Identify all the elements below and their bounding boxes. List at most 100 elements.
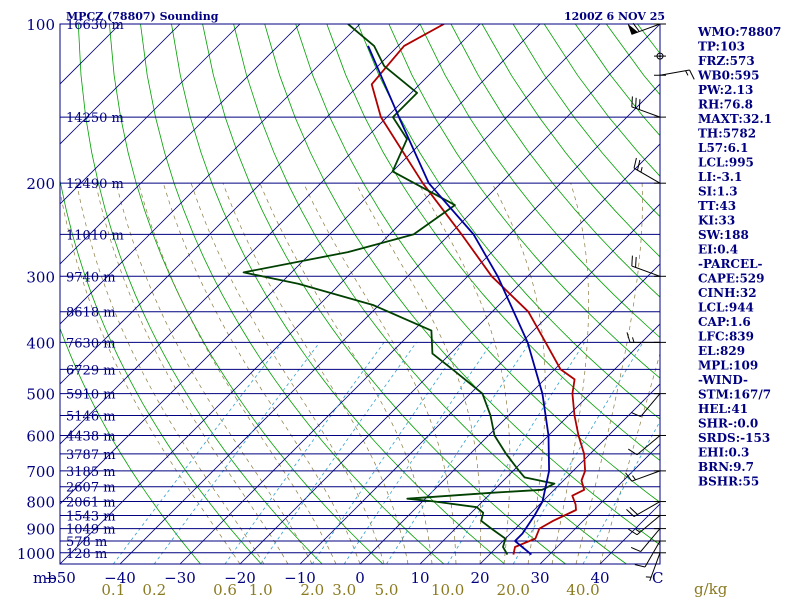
index-item: WMO:78807 [697, 25, 781, 39]
moist-adiabat [115, 183, 313, 564]
dry-adiabat [419, 24, 660, 339]
wind-barb [631, 96, 666, 118]
wind-barb [628, 434, 666, 456]
mixing-tick-label: 0.2 [142, 581, 166, 599]
temperature-tick-label: −50 [44, 569, 76, 587]
dry-adiabat [326, 24, 660, 461]
moist-adiabat [599, 352, 660, 564]
index-item: SRDS:-153 [698, 431, 770, 445]
height-label: 3787 m [66, 448, 116, 463]
index-item: -PARCEL- [698, 257, 763, 271]
index-item: STM:167/7 [698, 388, 771, 402]
wind-barb [625, 470, 666, 482]
dry-adiabat [793, 24, 800, 564]
wind-barb [631, 255, 666, 277]
mixing-tick-label: 0.1 [101, 581, 125, 599]
temperature-tick-label: 40 [590, 569, 609, 587]
temperature-tick-label: 0 [355, 569, 365, 587]
moist-adiabat [418, 183, 511, 564]
moist-adiabat [76, 183, 265, 564]
mixing-ratio-line [153, 342, 320, 564]
index-item: MAXT:32.1 [698, 112, 772, 126]
height-label: 1543 m [66, 509, 116, 524]
index-item: HEL:41 [698, 402, 748, 416]
wind-barbs [625, 22, 695, 582]
isotherm [419, 323, 660, 564]
mixing-ratio-line [512, 342, 644, 564]
dry-adiabat [295, 24, 660, 503]
moist-adiabat [355, 183, 482, 564]
mixing-tick-label: 0.6 [213, 581, 237, 599]
index-item: TP:103 [698, 40, 745, 54]
height-label: 1049 m [66, 523, 116, 538]
mixing-tick-label: 20.0 [497, 581, 530, 599]
dry-adiabat [357, 24, 660, 420]
pressure-tick-label: 700 [26, 463, 55, 481]
isotherm [60, 24, 301, 265]
isotherm [60, 24, 421, 385]
isotherm [539, 443, 660, 564]
index-item: -WIND- [698, 373, 748, 387]
wind-barb [627, 22, 666, 35]
pressure-tick-label: 1000 [17, 545, 55, 563]
dry-adiabat [171, 24, 505, 564]
temperature-tick-label: −40 [104, 569, 136, 587]
height-label: 5910 m [66, 388, 116, 403]
moist-adiabat [303, 183, 457, 564]
dry-adiabat [762, 24, 800, 564]
isotherm [60, 24, 541, 505]
moist-adiabat [551, 183, 589, 564]
isotherm [60, 24, 241, 205]
dry-adiabat [481, 24, 660, 258]
dry-adiabat [140, 24, 445, 564]
index-item: CAPE:529 [698, 272, 765, 286]
temperature-tick-label: −10 [284, 569, 316, 587]
isotherm [479, 383, 660, 564]
index-item: EHI:0.3 [698, 446, 749, 460]
height-label: 8618 m [66, 306, 116, 321]
height-label: 2061 m [66, 496, 116, 511]
moist-adiabat [162, 183, 361, 564]
dry-adiabat [388, 24, 660, 379]
height-label: 9740 m [66, 270, 116, 285]
dry-adiabat [450, 24, 660, 298]
mixing-ratio-line [343, 342, 493, 564]
dewpoint-trace [242, 24, 556, 556]
pressure-tick-label: 300 [26, 268, 55, 286]
chart-grid [60, 24, 800, 564]
wind-barb [630, 528, 666, 553]
index-item: CAP:1.6 [698, 315, 751, 329]
moist-adiabat [95, 183, 289, 564]
mixing-ratio-line [224, 342, 385, 564]
wind-barb [654, 69, 695, 80]
plot-frame [59, 23, 661, 565]
chart-title: MPCZ (78807) Sounding [66, 10, 219, 23]
mixing-ratio-line [582, 420, 660, 564]
moist-adiabat [190, 183, 385, 564]
index-item: FRZ:573 [698, 54, 755, 68]
x-unit-right: C [652, 569, 663, 587]
moist-adiabat [491, 183, 546, 564]
pressure-tick-label: 800 [26, 494, 55, 512]
height-label: 128 m [66, 547, 107, 562]
index-item: KI:33 [698, 214, 735, 228]
temperature-tick-label: 30 [530, 569, 549, 587]
mixing-unit: g/kg [694, 580, 728, 598]
mixing-tick-label: 1.0 [249, 581, 273, 599]
index-item: WB0:595 [697, 69, 759, 83]
sounding-traces [242, 24, 586, 556]
dry-adiabat [574, 24, 660, 137]
pressure-axis: 100 200 300 400 500 600 700 800 900 1000 [17, 16, 55, 563]
height-label: 5146 m [66, 410, 116, 425]
isotherm [60, 24, 181, 145]
height-label: 2607 m [66, 481, 116, 496]
index-item: LCL:944 [698, 301, 754, 315]
index-item: L57:6.1 [698, 141, 748, 155]
isotherm [60, 24, 481, 445]
mixing-ratio-line [311, 342, 464, 564]
moist-adiabat [259, 183, 433, 564]
wind-barb [634, 540, 666, 568]
moist-adiabat [575, 183, 643, 564]
index-item: SHR-:0.0 [698, 417, 758, 431]
mixing-tick-label: 2.0 [300, 581, 324, 599]
